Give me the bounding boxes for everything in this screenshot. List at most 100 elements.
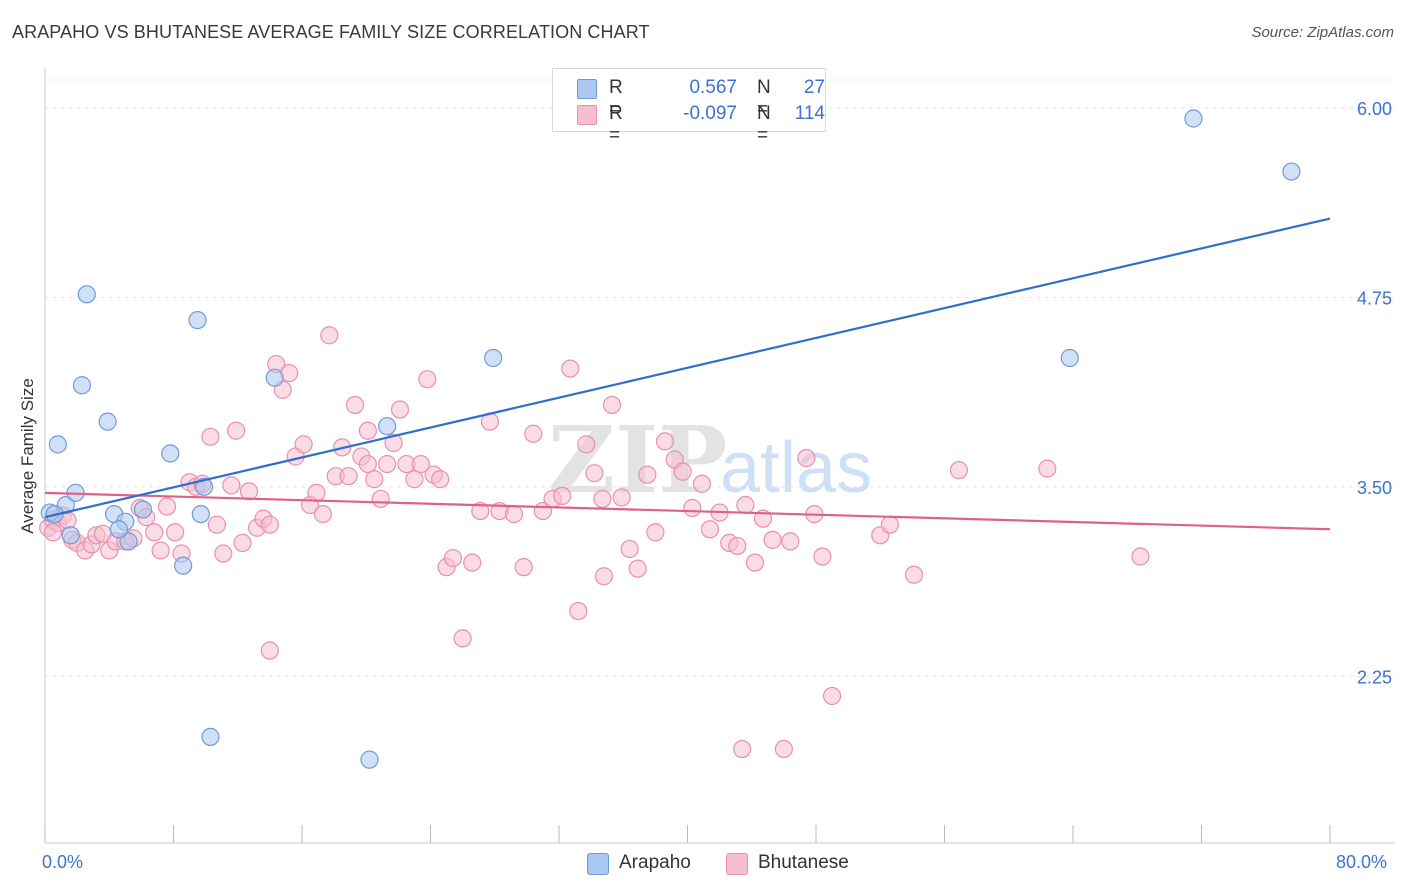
trend-lines: [44, 217, 1331, 531]
bhutanese-point: [733, 739, 752, 759]
x-min-label: 0.0%: [42, 852, 84, 872]
bhutanese-point: [145, 523, 164, 542]
bhutanese-point: [736, 495, 755, 515]
bhutanese-point: [813, 547, 832, 566]
correlation-legend: R = 0.567 N = 27 R = -0.097 N = 114: [552, 68, 826, 146]
bhutanese-point: [405, 470, 424, 489]
legend-swatch-bhutanese: [577, 105, 597, 125]
bhutanese-point: [358, 454, 377, 474]
legend-label-bhutanese: Bhutanese: [758, 852, 849, 873]
gridlines: [45, 79, 1395, 677]
bhutanese-point: [151, 541, 170, 560]
legend-n-label: N =: [757, 103, 771, 146]
bhutanese-point: [880, 515, 899, 534]
arapaho-point: [174, 556, 193, 575]
y-tick-labels: 6.00 4.75 3.50 2.25: [1357, 99, 1392, 687]
bhutanese-point: [463, 553, 482, 572]
legend-r-value: 0.567: [689, 77, 737, 98]
bhutanese-point: [593, 489, 612, 509]
bhutanese-point: [904, 565, 924, 584]
bhutanese-point: [233, 533, 252, 552]
arapaho-point: [98, 412, 117, 431]
bhutanese-point: [378, 454, 397, 474]
arapaho-point: [378, 417, 397, 436]
legend-swatch-arapaho: [587, 853, 609, 875]
bhutanese-point: [561, 359, 580, 378]
arapaho-point: [77, 285, 96, 304]
y-tick-label: 4.75: [1357, 288, 1392, 308]
arapaho-point: [188, 310, 207, 330]
legend-r-value: -0.097: [683, 103, 737, 124]
arapaho-point: [201, 727, 220, 747]
arapaho-point: [72, 376, 92, 395]
bhutanese-point: [418, 370, 437, 389]
bhutanese-point: [577, 435, 596, 454]
bhutanese-point: [745, 553, 765, 572]
bhutanese-point: [655, 432, 675, 451]
bhutanese-point: [239, 482, 259, 501]
arapaho-point: [133, 500, 153, 519]
bhutanese-point: [620, 539, 639, 559]
bhutanese-point: [384, 433, 403, 452]
bhutanese-point: [602, 395, 622, 415]
arapaho-point: [194, 477, 214, 496]
arapaho-trend-line: [44, 217, 1331, 519]
bhutanese-point: [612, 488, 631, 507]
x-max-label: 80.0%: [1336, 852, 1388, 872]
bhutanese-point: [822, 686, 842, 706]
chart-title: ARAPAHO VS BHUTANESE AVERAGE FAMILY SIZE…: [12, 22, 650, 42]
bhutanese-point: [949, 461, 969, 480]
bhutanese-point: [411, 454, 430, 474]
y-axis-label: Average Family Size: [18, 378, 37, 534]
bhutanese-point: [453, 629, 472, 648]
bhutanese-point: [443, 548, 463, 568]
arapaho-point: [360, 750, 379, 769]
bhutanese-point: [628, 559, 647, 578]
bhutanese-point: [1038, 459, 1057, 478]
bhutanese-point: [553, 486, 572, 506]
chart-source: Source: ZipAtlas.com: [1251, 24, 1394, 41]
bhutanese-point: [345, 395, 365, 415]
arapaho-point: [1184, 109, 1203, 128]
bhutanese-point: [371, 489, 390, 509]
arapaho-points: [40, 109, 1301, 769]
arapaho-point: [1282, 162, 1301, 181]
bhutanese-point: [390, 400, 410, 419]
bhutanese-point: [797, 448, 816, 468]
bhutanese-point: [683, 498, 702, 518]
legend-r-label: R =: [609, 103, 623, 146]
bhutanese-point: [365, 470, 384, 489]
bhutanese-point: [646, 523, 665, 542]
legend-r-label: R =: [609, 77, 623, 120]
bhutanese-point: [774, 739, 793, 759]
bhutanese-point: [700, 520, 720, 539]
legend-swatch-arapaho: [577, 79, 597, 99]
arapaho-point: [61, 526, 80, 545]
bhutanese-point: [471, 501, 490, 521]
bhutanese-point: [673, 462, 692, 481]
legend-n-value: 27: [803, 77, 825, 98]
bhutanese-point: [207, 515, 226, 534]
bhutanese-point: [504, 504, 524, 524]
bhutanese-point: [260, 641, 279, 660]
bhutanese-point: [358, 421, 377, 440]
bhutanese-point: [201, 427, 220, 446]
bhutanese-point: [692, 474, 712, 493]
bhutanese-points: [39, 326, 1150, 759]
arapaho-point: [1060, 348, 1079, 368]
legend-label-arapaho: Arapaho: [619, 852, 691, 873]
bhutanese-point: [214, 544, 233, 563]
legend-n-label: N =: [757, 77, 771, 120]
bhutanese-point: [763, 530, 782, 549]
bhutanese-point: [728, 536, 747, 556]
bhutanese-point: [222, 476, 241, 495]
arapaho-point: [265, 368, 284, 387]
legend-n-value: 114: [794, 103, 825, 124]
bhutanese-point: [260, 515, 279, 534]
y-tick-label: 6.00: [1357, 99, 1392, 119]
bhutanese-point: [43, 523, 63, 542]
bhutanese-point: [514, 558, 533, 577]
bhutanese-point: [594, 567, 614, 586]
